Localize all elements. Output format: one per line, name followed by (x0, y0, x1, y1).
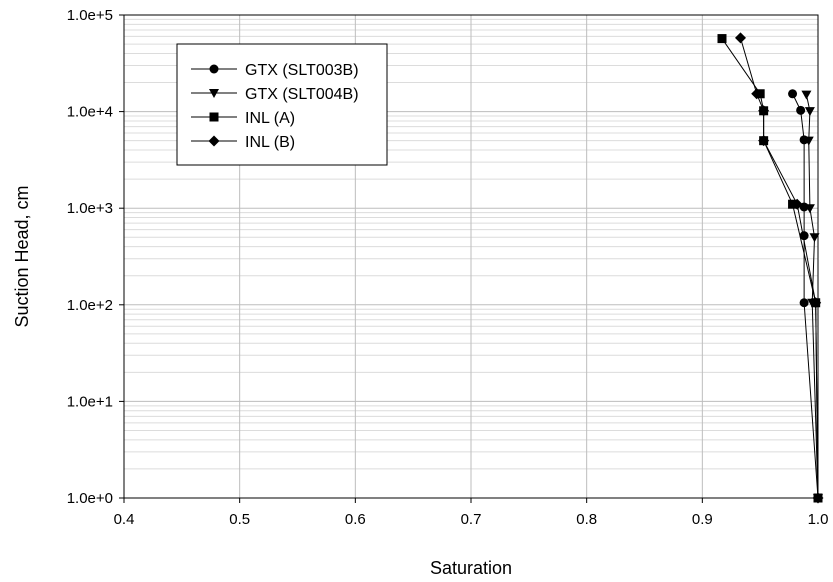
data-point (209, 89, 219, 98)
series-3 (717, 34, 823, 503)
y-tick-label: 1.0e+1 (67, 393, 113, 410)
data-point (735, 32, 747, 44)
x-tick-label: 0.6 (345, 511, 366, 528)
x-tick-label: 0.4 (114, 511, 135, 528)
y-axis-label: Suction Head, cm (12, 185, 32, 327)
x-axis-ticks: 0.4 0.5 0.6 0.7 0.8 0.9 1.0 (114, 498, 829, 528)
x-tick-label: 0.9 (692, 511, 713, 528)
data-point (208, 135, 220, 147)
series-2 (801, 90, 823, 503)
data-point (809, 233, 820, 243)
data-point (796, 105, 806, 115)
legend-label: GTX (SLT004B) (245, 86, 359, 103)
data-point (804, 204, 815, 214)
series-4 (735, 32, 824, 504)
series-line (805, 94, 819, 499)
y-tick-label: 1.0e+5 (67, 7, 113, 24)
data-point (812, 492, 824, 504)
legend-label: INL (A) (245, 110, 295, 127)
data-point (717, 34, 727, 44)
y-tick-label: 1.0e+3 (67, 200, 113, 217)
data-point (804, 107, 815, 117)
legend-label: INL (B) (245, 134, 295, 151)
data-point (801, 90, 812, 100)
legend-label: GTX (SLT003B) (245, 62, 359, 79)
data-point (788, 89, 798, 99)
data-point (758, 105, 770, 117)
y-tick-label: 1.0e+4 (67, 104, 113, 121)
data-point (799, 298, 809, 308)
series-layer (717, 32, 824, 504)
x-tick-label: 0.8 (576, 511, 597, 528)
data-point (803, 136, 814, 146)
series-1 (788, 89, 823, 503)
x-axis-label: Saturation (430, 558, 512, 578)
data-point (791, 198, 803, 210)
data-point (799, 231, 809, 241)
legend-box (176, 43, 388, 166)
data-point (209, 112, 219, 122)
legend: GTX (SLT003B) GTX (SLT004B) INL (A) INL (B) (176, 43, 388, 166)
y-tick-label: 1.0e+0 (67, 490, 113, 507)
series-line (740, 37, 819, 499)
x-tick-label: 0.7 (461, 511, 482, 528)
y-axis-ticks: 1.0e+0 1.0e+1 1.0e+2 1.0e+3 1.0e+4 1.0e+5 (67, 7, 124, 507)
data-point (209, 64, 219, 74)
x-tick-label: 0.5 (229, 511, 250, 528)
y-tick-label: 1.0e+2 (67, 297, 113, 314)
data-point (810, 297, 822, 309)
x-tick-label: 1.0 (808, 511, 829, 528)
data-point (758, 135, 770, 147)
data-point (751, 88, 763, 100)
